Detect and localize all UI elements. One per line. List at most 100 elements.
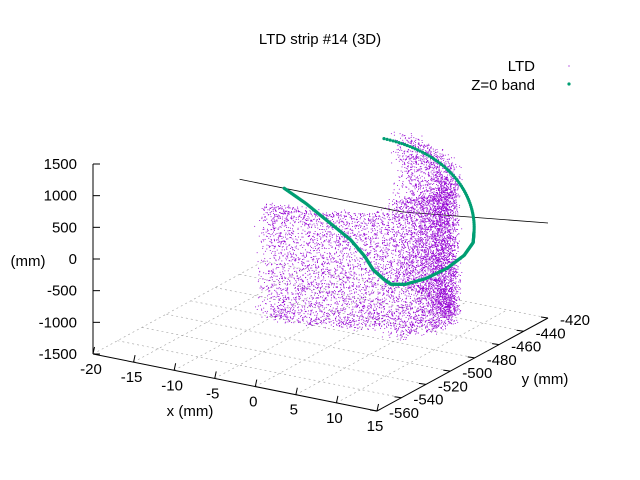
- ltd-point: [437, 279, 439, 281]
- ltd-point: [444, 273, 446, 275]
- ltd-point: [282, 289, 284, 291]
- ltd-point: [452, 224, 454, 226]
- ltd-point: [444, 289, 445, 291]
- ltd-point: [300, 220, 302, 222]
- ltd-point: [452, 280, 454, 282]
- ltd-point: [449, 217, 451, 219]
- ltd-point: [360, 309, 362, 311]
- ltd-point: [354, 260, 356, 262]
- ltd-point: [351, 223, 353, 224]
- ltd-point: [427, 234, 429, 236]
- ltd-point: [384, 249, 386, 251]
- ltd-point: [430, 264, 431, 266]
- ltd-point: [428, 290, 430, 292]
- ltd-point: [356, 304, 358, 306]
- ltd-point: [391, 292, 393, 294]
- ltd-point: [349, 222, 350, 224]
- ltd-point: [446, 208, 448, 210]
- ltd-point: [396, 280, 397, 282]
- ltd-point: [416, 214, 418, 216]
- ltd-point: [310, 257, 312, 259]
- ltd-point: [370, 306, 372, 308]
- ltd-point: [286, 206, 288, 208]
- ltd-point: [433, 317, 435, 319]
- ltd-point: [438, 194, 439, 196]
- ltd-point: [373, 251, 375, 253]
- ltd-point: [389, 297, 391, 298]
- ltd-point: [370, 222, 372, 224]
- ltd-point: [305, 268, 307, 269]
- ltd-point: [429, 200, 431, 202]
- ltd-point: [443, 187, 445, 189]
- ltd-point: [421, 236, 423, 238]
- ltd-point: [302, 317, 304, 319]
- ltd-point: [412, 317, 414, 319]
- ltd-point: [456, 203, 458, 205]
- ltd-point: [318, 286, 319, 288]
- ltd-point: [347, 245, 349, 247]
- ltd-point: [411, 236, 413, 238]
- ltd-point: [447, 211, 449, 213]
- ltd-point: [337, 241, 339, 243]
- ltd-point: [274, 214, 276, 216]
- ltd-point: [310, 213, 312, 215]
- ltd-point: [449, 245, 451, 247]
- ltd-point: [448, 314, 450, 316]
- ltd-point: [425, 308, 427, 310]
- ltd-point: [316, 239, 318, 241]
- ltd-point: [416, 247, 418, 248]
- ltd-point: [441, 186, 443, 188]
- ltd-point: [292, 293, 294, 295]
- ltd-point: [345, 232, 347, 234]
- ltd-point: [435, 210, 437, 212]
- ltd-point: [311, 270, 313, 272]
- ltd-point: [402, 156, 404, 158]
- ltd-point: [297, 207, 299, 209]
- ltd-point: [307, 251, 309, 253]
- ltd-point: [441, 293, 443, 295]
- ltd-point: [442, 263, 444, 265]
- ltd-point: [315, 264, 316, 266]
- ltd-point: [364, 285, 366, 287]
- ltd-point: [443, 240, 445, 242]
- ltd-point: [385, 247, 387, 249]
- ltd-point: [407, 244, 409, 246]
- ltd-point: [443, 154, 445, 156]
- ltd-point: [459, 299, 460, 301]
- ltd-point: [326, 226, 328, 228]
- ltd-point: [408, 290, 410, 292]
- ltd-point: [305, 207, 307, 209]
- ltd-point: [457, 187, 459, 188]
- ltd-point: [412, 161, 414, 163]
- ltd-point: [449, 262, 451, 263]
- ltd-point: [293, 268, 295, 270]
- ltd-point: [321, 247, 323, 249]
- ltd-point: [402, 255, 404, 257]
- ltd-point: [440, 281, 442, 283]
- ltd-point: [433, 304, 435, 306]
- ltd-point: [294, 312, 296, 314]
- ltd-point: [425, 251, 427, 253]
- ltd-point: [347, 279, 349, 281]
- ltd-point: [435, 292, 437, 294]
- ltd-point: [410, 278, 412, 280]
- ltd-point: [269, 213, 271, 215]
- ltd-point: [405, 291, 407, 293]
- ltd-point: [382, 285, 384, 287]
- ltd-point: [434, 235, 436, 237]
- ltd-point: [313, 256, 315, 258]
- ltd-point: [419, 166, 421, 168]
- ltd-point: [447, 223, 449, 225]
- grid-line-x-3: [214, 285, 386, 379]
- ltd-point: [443, 296, 444, 298]
- ltd-point: [398, 232, 400, 234]
- ltd-point: [302, 264, 304, 266]
- ltd-point: [447, 295, 449, 297]
- ltd-point: [426, 300, 428, 302]
- ltd-point: [285, 263, 286, 265]
- ltd-point: [396, 276, 398, 278]
- ltd-point: [413, 251, 415, 253]
- ltd-point: [300, 253, 302, 254]
- ltd-point: [316, 272, 318, 274]
- ltd-point: [363, 287, 364, 289]
